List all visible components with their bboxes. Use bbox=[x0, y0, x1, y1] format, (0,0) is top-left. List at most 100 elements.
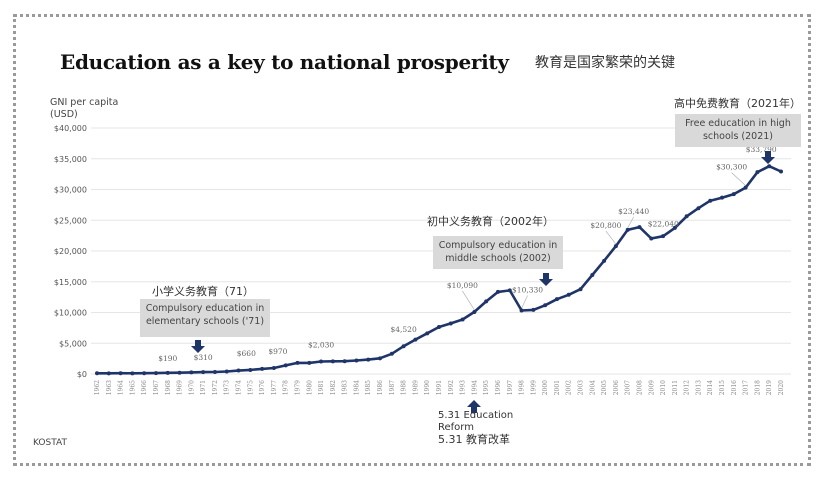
data-label: $20,800 bbox=[590, 221, 621, 230]
y-tick-label: $35,000 bbox=[54, 155, 87, 164]
y-tick-label: $20,000 bbox=[54, 247, 87, 256]
data-point bbox=[224, 369, 229, 374]
data-point bbox=[672, 225, 677, 230]
y-tick-label: $0 bbox=[77, 370, 87, 379]
x-tick-label: 2015 bbox=[719, 380, 726, 395]
y-tick-label: $5,000 bbox=[59, 339, 87, 348]
data-point bbox=[743, 185, 748, 190]
x-tick-label: 1991 bbox=[436, 380, 443, 395]
x-tick-label: 1985 bbox=[365, 380, 372, 395]
data-point bbox=[495, 289, 500, 294]
reform-annotation-en: 5.31 Education Reform bbox=[438, 410, 514, 433]
data-point bbox=[319, 359, 324, 364]
x-tick-label: 1978 bbox=[283, 380, 290, 395]
data-point bbox=[389, 351, 394, 356]
x-tick-label: 1987 bbox=[389, 380, 396, 395]
data-label: $4,520 bbox=[390, 325, 416, 334]
data-label: $2,030 bbox=[308, 341, 334, 350]
x-tick-label: 1968 bbox=[165, 380, 172, 395]
data-point bbox=[236, 368, 241, 373]
data-point bbox=[531, 307, 536, 312]
y-tick-label: $25,000 bbox=[54, 216, 87, 225]
chart-title: Education as a key to national prosperit… bbox=[60, 50, 509, 74]
data-label: $190 bbox=[158, 354, 177, 363]
data-point bbox=[554, 297, 559, 302]
data-point bbox=[330, 359, 335, 364]
arrow-down-icon bbox=[761, 151, 775, 164]
y-axis-label: GNI per capita (USD) bbox=[50, 97, 119, 120]
x-tick-label: 1982 bbox=[330, 380, 337, 395]
high-annotation-cn: 高中免费教育（2021年） bbox=[674, 97, 801, 110]
data-label: $30,300 bbox=[716, 163, 747, 172]
data-point bbox=[507, 288, 512, 293]
data-point bbox=[637, 225, 642, 230]
middle-annotation-cn: 初中义务教育（2002年） bbox=[427, 215, 554, 228]
x-tick-label: 1998 bbox=[519, 380, 526, 395]
x-tick-label: 1979 bbox=[294, 380, 301, 395]
x-tick-label: 1986 bbox=[377, 380, 384, 395]
data-label-leader bbox=[731, 172, 746, 186]
x-tick-label: 1967 bbox=[153, 380, 160, 395]
data-label-leader bbox=[521, 295, 528, 309]
x-tick-label: 1992 bbox=[448, 380, 455, 395]
data-point bbox=[212, 369, 217, 374]
x-tick-label: 1974 bbox=[236, 380, 243, 395]
x-tick-label: 2006 bbox=[613, 380, 620, 395]
elementary-annotation-box: Compulsory education in elementary schoo… bbox=[140, 299, 270, 337]
x-tick-label: 1969 bbox=[177, 380, 184, 395]
data-label: $33,790 bbox=[746, 145, 777, 154]
data-point bbox=[578, 287, 583, 292]
data-point bbox=[248, 367, 253, 372]
arrow-down-icon bbox=[191, 340, 205, 353]
data-point bbox=[413, 337, 418, 342]
data-point bbox=[460, 317, 465, 322]
high-annotation-box: Free education in high schools (2021) bbox=[675, 114, 801, 147]
x-tick-label: 1999 bbox=[530, 380, 537, 395]
y-tick-label: $10,000 bbox=[54, 309, 87, 318]
data-point bbox=[519, 308, 524, 313]
x-tick-label: 1970 bbox=[188, 380, 195, 395]
x-tick-label: 2020 bbox=[778, 380, 785, 395]
data-point bbox=[543, 303, 548, 308]
x-tick-label: 2005 bbox=[601, 380, 608, 395]
x-tick-label: 1966 bbox=[141, 380, 148, 395]
x-tick-label: 2010 bbox=[660, 380, 667, 395]
y-tick-label: $15,000 bbox=[54, 278, 87, 287]
data-label: $22,040 bbox=[648, 219, 679, 228]
x-tick-label: 1994 bbox=[471, 380, 478, 395]
x-tick-label: 1973 bbox=[224, 380, 231, 395]
x-tick-label: 1981 bbox=[318, 380, 325, 395]
x-tick-label: 1993 bbox=[460, 380, 467, 395]
data-label-leader bbox=[462, 290, 475, 311]
x-tick-label: 1972 bbox=[212, 380, 219, 395]
data-point bbox=[437, 325, 441, 330]
data-point bbox=[590, 272, 595, 277]
data-point bbox=[613, 244, 618, 249]
data-point bbox=[106, 371, 111, 376]
chart-title-cn: 教育是国家繁荣的关键 bbox=[535, 55, 675, 71]
x-tick-label: 1980 bbox=[306, 380, 313, 395]
x-tick-label: 1989 bbox=[412, 380, 419, 395]
arrow-down-icon bbox=[539, 273, 553, 286]
data-label-leader bbox=[605, 230, 617, 245]
data-point bbox=[260, 366, 265, 371]
data-point bbox=[283, 363, 288, 368]
x-tick-label: 1996 bbox=[495, 380, 502, 395]
y-tick-label: $40,000 bbox=[54, 124, 87, 133]
x-tick-label: 2008 bbox=[636, 380, 643, 395]
data-point bbox=[767, 164, 772, 169]
x-tick-label: 1977 bbox=[271, 380, 278, 395]
data-point bbox=[153, 371, 158, 376]
x-tick-label: 1983 bbox=[342, 380, 349, 395]
y-tick-label: $30,000 bbox=[54, 186, 87, 195]
x-tick-label: 1965 bbox=[129, 380, 136, 395]
data-label-leader bbox=[627, 216, 634, 228]
x-tick-label: 1964 bbox=[118, 380, 125, 395]
x-tick-label: 1990 bbox=[424, 380, 431, 395]
x-tick-label: 1988 bbox=[401, 380, 408, 395]
data-point bbox=[684, 214, 689, 219]
x-tick-label: 2004 bbox=[589, 380, 596, 395]
data-point bbox=[472, 309, 477, 314]
x-tick-label: 1962 bbox=[94, 380, 101, 395]
